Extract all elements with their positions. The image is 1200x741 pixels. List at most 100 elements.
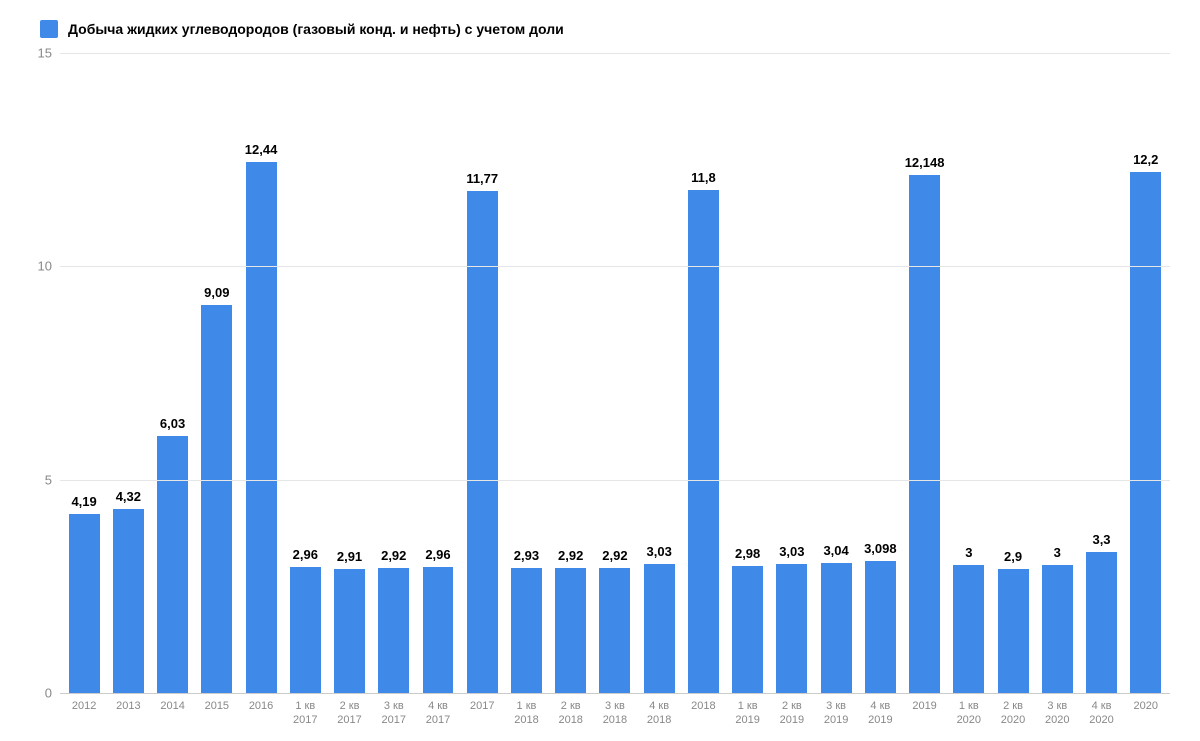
x-axis-label: 2014: [150, 693, 194, 728]
bar-slot: 3,098: [858, 53, 902, 693]
bar-slot: 2,91: [327, 53, 371, 693]
x-axis-label: 4 кв2017: [416, 693, 460, 728]
bar: [511, 568, 542, 693]
y-tick: 10: [38, 259, 52, 274]
bar-value-label: 3,3: [1092, 532, 1110, 547]
x-axis-label: 2 кв2017: [327, 693, 371, 728]
bar: [688, 190, 719, 693]
x-axis-label: 2 кв2018: [549, 693, 593, 728]
bar: [113, 509, 144, 693]
gridline: [60, 266, 1170, 267]
legend-swatch: [40, 20, 58, 38]
gridline: [60, 480, 1170, 481]
bar: [201, 305, 232, 693]
x-axis-label: 2019: [902, 693, 946, 728]
x-axis-label: 1 кв2018: [504, 693, 548, 728]
bar: [953, 565, 984, 693]
bar-value-label: 2,92: [602, 548, 627, 563]
bar-value-label: 12,44: [245, 142, 278, 157]
bar: [378, 568, 409, 693]
bar-slot: 11,8: [681, 53, 725, 693]
x-axis: 201220132014201520161 кв20172 кв20173 кв…: [60, 693, 1170, 728]
bar: [246, 162, 277, 693]
bar-value-label: 2,93: [514, 548, 539, 563]
bar: [776, 564, 807, 693]
x-axis-label: 2013: [106, 693, 150, 728]
x-axis-label: 4 кв2018: [637, 693, 681, 728]
y-axis: 051015: [20, 53, 60, 693]
bar: [69, 514, 100, 693]
bar-slot: 2,98: [726, 53, 770, 693]
x-axis-label: 2012: [62, 693, 106, 728]
bar: [555, 568, 586, 693]
bar-value-label: 9,09: [204, 285, 229, 300]
grid-and-bars: 4,19 4,32 6,03 9,09 12,44 2,96 2,91 2,92 2,96 11,…: [60, 53, 1170, 693]
bar-value-label: 2,92: [558, 548, 583, 563]
bar-value-label: 3,03: [647, 544, 672, 559]
bar-slot: 2,92: [372, 53, 416, 693]
bar-slot: 2,92: [549, 53, 593, 693]
bar-slot: 2,93: [504, 53, 548, 693]
bar-slot: 2,96: [416, 53, 460, 693]
x-axis-label: 4 кв2019: [858, 693, 902, 728]
plot-area: 051015 4,194,326,039,0912,442,962,912,92…: [20, 53, 1170, 693]
bar-slot: 4,32: [106, 53, 150, 693]
bar-value-label: 12,2: [1133, 152, 1158, 167]
bar-value-label: 3,098: [864, 541, 897, 556]
bar: [644, 564, 675, 693]
legend: Добыча жидких углеводородов (газовый кон…: [40, 20, 1170, 38]
x-axis-label: 2015: [195, 693, 239, 728]
bar-value-label: 3,03: [779, 544, 804, 559]
bar-slot: 2,96: [283, 53, 327, 693]
x-axis-label: 4 кв2020: [1079, 693, 1123, 728]
bar: [1042, 565, 1073, 693]
bar-value-label: 4,32: [116, 489, 141, 504]
bar-value-label: 2,9: [1004, 549, 1022, 564]
gridline: [60, 693, 1170, 694]
bar: [821, 563, 852, 693]
bar: [290, 567, 321, 693]
x-axis-label: 3 кв2019: [814, 693, 858, 728]
gridline: [60, 53, 1170, 54]
bar: [1130, 172, 1161, 693]
legend-label: Добыча жидких углеводородов (газовый кон…: [68, 21, 564, 37]
bar-slot: 12,44: [239, 53, 283, 693]
bar-value-label: 2,98: [735, 546, 760, 561]
bar: [157, 436, 188, 693]
bar-value-label: 12,148: [905, 155, 945, 170]
bar-value-label: 4,19: [71, 494, 96, 509]
y-tick: 0: [45, 686, 52, 701]
x-axis-label: 1 кв2017: [283, 693, 327, 728]
bars-row: 4,19 4,32 6,03 9,09 12,44 2,96 2,91 2,92 2,96 11,…: [60, 53, 1170, 693]
bar-slot: 2,9: [991, 53, 1035, 693]
bar-value-label: 3,04: [823, 543, 848, 558]
bar-value-label: 2,91: [337, 549, 362, 564]
bar-value-label: 2,92: [381, 548, 406, 563]
bar-slot: 9,09: [195, 53, 239, 693]
bar-value-label: 11,8: [691, 170, 716, 185]
x-axis-label: 3 кв2020: [1035, 693, 1079, 728]
bar-slot: 6,03: [150, 53, 194, 693]
bar: [865, 561, 896, 693]
x-axis-label: 2020: [1124, 693, 1168, 728]
bar-slot: 11,77: [460, 53, 504, 693]
bar: [1086, 552, 1117, 693]
x-axis-label: 2017: [460, 693, 504, 728]
x-axis-label: 1 кв2019: [726, 693, 770, 728]
x-axis-label: 2016: [239, 693, 283, 728]
bar-slot: 2,92: [593, 53, 637, 693]
bar: [909, 175, 940, 693]
bar-value-label: 3: [1054, 545, 1061, 560]
x-axis-label: 1 кв2020: [947, 693, 991, 728]
bar-value-label: 2,96: [425, 547, 450, 562]
y-tick: 15: [38, 46, 52, 61]
bar-slot: 3,3: [1079, 53, 1123, 693]
bar-slot: 12,2: [1124, 53, 1168, 693]
bar: [334, 569, 365, 693]
bar-slot: 3,04: [814, 53, 858, 693]
x-axis-label: 3 кв2017: [372, 693, 416, 728]
bar-slot: 3,03: [770, 53, 814, 693]
x-axis-label: 2018: [681, 693, 725, 728]
chart-container: Добыча жидких углеводородов (газовый кон…: [0, 0, 1200, 741]
bar-value-label: 3: [965, 545, 972, 560]
